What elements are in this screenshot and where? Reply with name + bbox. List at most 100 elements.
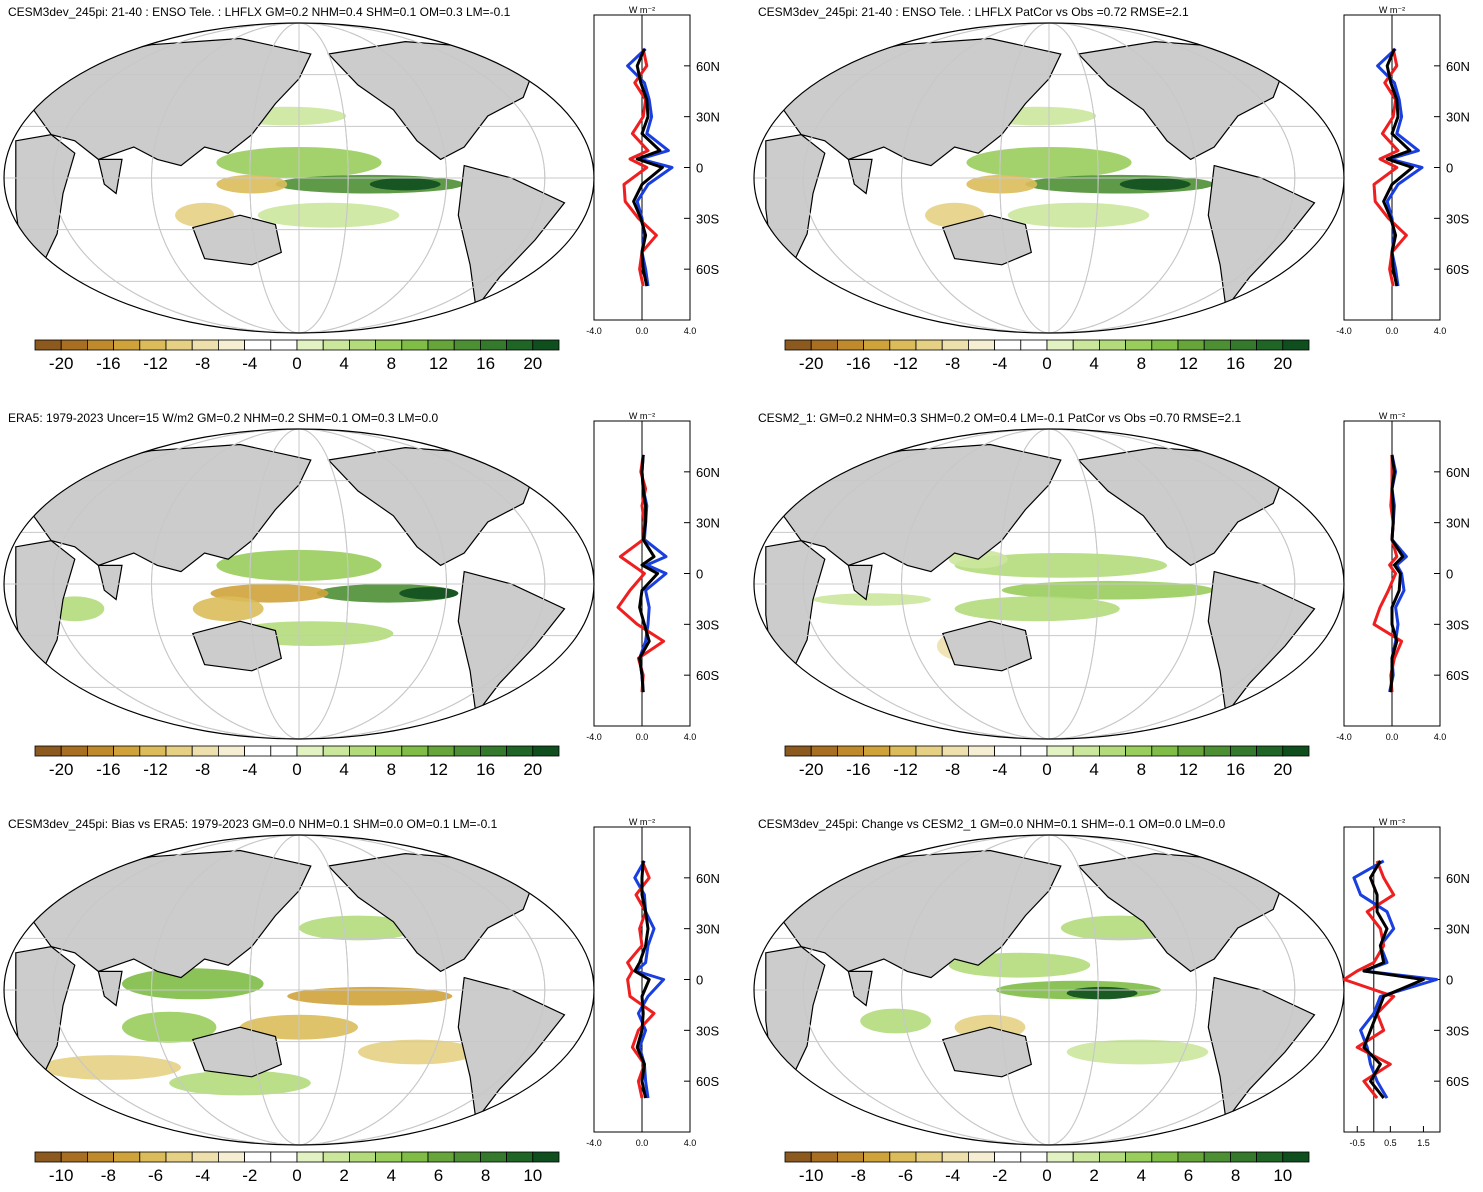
anomaly-region [399,587,459,600]
lat-label: 0 [1446,567,1453,582]
lat-label: 60S [696,1074,719,1089]
colorbar-box [994,745,1022,757]
profile-units: W m⁻² [629,411,655,421]
colorbar-box [479,1151,507,1163]
anomaly-region [369,178,441,191]
profile-series-red [1372,454,1404,693]
colorbar-label: -6 [148,1166,163,1185]
colorbar-box [139,745,167,757]
profile-series-black [1362,860,1425,1100]
anomaly-region [1066,986,1138,1000]
panel-title: ERA5: 1979-2023 Uncer=15 W/m2 GM=0.2 NHM… [8,411,439,425]
colorbar-box [863,1151,891,1163]
zonal-profile: W m⁻² -4.0 0.0 4.0 60N 30N 0 30S 60S [586,411,720,742]
colorbar-box [401,339,429,351]
colorbar-box [506,745,534,757]
colorbar-box [889,745,917,757]
profile-series-black [633,860,651,1099]
anomaly-region [169,1070,311,1096]
panel-p5: CESM3dev_245pi: Bias vs ERA5: 1979-2023 … [3,817,720,1185]
colorbar-label: -12 [893,760,918,779]
anomaly-region [216,174,288,194]
land-mass [498,843,554,873]
colorbar-box [87,1151,115,1163]
colorbar-label: 12 [429,760,448,779]
colorbar-label: 16 [1226,354,1245,373]
profile-series-black [1389,454,1405,693]
colorbar-box [863,745,891,757]
land-mass [942,620,1032,672]
colorbar-label: 8 [1137,760,1146,779]
longitude-line [151,835,447,1145]
x-tick-label: -4.0 [586,1138,602,1148]
colorbar-label: 10 [1273,1166,1292,1185]
anomaly-region [39,1055,181,1080]
colorbar-box [401,1151,429,1163]
panel-p2: CESM3dev_245pi: 21-40 : ENSO Tele. : LHF… [753,5,1470,373]
colorbar-box [1229,1151,1257,1163]
lat-label: 30N [1446,110,1470,125]
anomaly-region [1066,1039,1209,1065]
colorbar-label: 4 [1089,760,1098,779]
colorbar-box [165,339,193,351]
lat-label: 30N [696,110,720,125]
panel-p6: CESM3dev_245pi: Change vs CESM2_1 GM=0.0… [753,817,1470,1185]
anomaly-region [1007,202,1150,228]
colorbar-box [941,745,969,757]
colorbar-label: -4 [242,760,257,779]
colorbar-box [784,1151,812,1163]
profile-series-black [632,48,664,287]
panel-title: CESM3dev_245pi: 21-40 : ENSO Tele. : LHF… [8,5,511,19]
land-mass [942,1026,1032,1078]
colorbar-box [113,1151,141,1163]
colorbar-label: -8 [851,1166,866,1185]
longitude-line [802,835,1296,1145]
colorbar-label: 6 [434,1166,443,1185]
colorbar-box [967,339,995,351]
colorbar-box [1203,339,1231,351]
anomaly-region [122,1011,217,1043]
lat-label: 0 [696,161,703,176]
land-mass [457,976,566,1122]
colorbar-label: -8 [945,760,960,779]
land-mass [457,164,566,310]
x-tick-label: -0.5 [1349,1138,1365,1148]
profile-series-red [622,48,658,287]
zonal-profile: W m⁻² -4.0 0.0 4.0 60N 30N 0 30S 60S [1336,411,1470,742]
colorbar-box [810,745,838,757]
lat-label: 0 [696,973,703,988]
colorbar-label: -20 [49,760,74,779]
colorbar-box [60,1151,88,1163]
lat-label: 60N [1446,871,1470,886]
anomaly-region [1001,580,1215,600]
lat-label: 30S [1446,617,1469,632]
colorbar-box [348,339,376,351]
anomaly-region [1119,178,1191,191]
colorbar-label: -12 [143,760,168,779]
colorbar-label: -6 [898,1166,913,1185]
colorbar-label: -10 [49,1166,74,1185]
colorbar-box [837,339,865,351]
colorbar-box [1151,339,1179,351]
land-mass [192,214,282,266]
colorbar-label: -16 [846,354,871,373]
colorbar-box [1125,1151,1153,1163]
land-mass [1207,164,1316,310]
colorbar-label: -2 [992,1166,1007,1185]
colorbar-box [479,745,507,757]
x-tick-label: -4.0 [1336,326,1352,336]
map [3,22,595,334]
colorbar-box [915,1151,943,1163]
longitude-line [802,429,1296,739]
land-mass [498,437,554,467]
colorbar-box [967,745,995,757]
x-tick-label: 0.0 [1386,732,1399,742]
colorbar: -20 -16 -12 -8 -4 0 4 8 12 16 20 [784,745,1310,779]
x-tick-label: 0.5 [1384,1138,1397,1148]
colorbar-box [322,745,350,757]
colorbar-box [994,1151,1022,1163]
colorbar: -20 -16 -12 -8 -4 0 4 8 12 16 20 [34,339,560,373]
colorbar-box [837,745,865,757]
colorbar-box [532,745,560,757]
longitude-line [249,429,349,739]
